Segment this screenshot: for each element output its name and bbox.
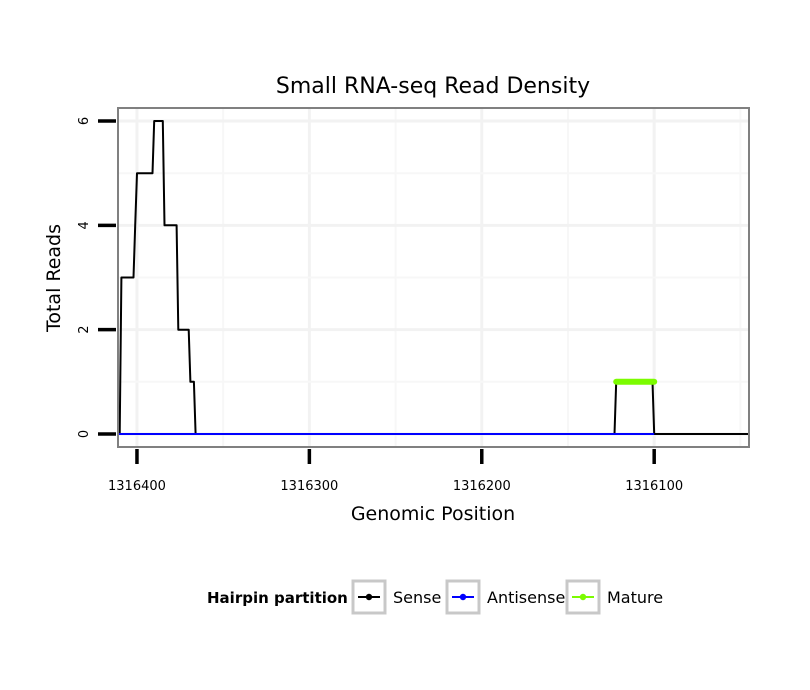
legend-item-mature: Mature bbox=[565, 579, 663, 615]
x-tick-label-1: 1316300 bbox=[280, 479, 338, 494]
x-axis: 1316400 1316300 1316200 1316100 bbox=[108, 449, 683, 494]
legend-label-antisense: Antisense bbox=[487, 588, 565, 607]
legend-item-antisense: Antisense bbox=[445, 579, 565, 615]
legend-label-mature: Mature bbox=[607, 588, 663, 607]
legend-dot-sense bbox=[365, 593, 373, 601]
y-axis-title: Total Reads bbox=[43, 224, 65, 333]
plot-panel-border bbox=[117, 107, 750, 448]
y-tick-label-2: 4 bbox=[77, 221, 92, 229]
y-tick-label-3: 6 bbox=[77, 117, 92, 125]
legend-title: Hairpin partition bbox=[207, 589, 348, 607]
legend: Hairpin partition Sense Antisense Mature bbox=[207, 579, 663, 615]
series-layer bbox=[118, 120, 749, 435]
x-axis-title: Genomic Position bbox=[351, 503, 515, 525]
x-tick-label-3: 1316100 bbox=[625, 479, 683, 494]
y-tick-label-0: 0 bbox=[77, 430, 92, 438]
y-axis: 0 2 4 6 bbox=[77, 117, 116, 438]
legend-label-sense: Sense bbox=[393, 588, 441, 607]
y-tick-label-1: 2 bbox=[77, 326, 92, 334]
x-tick-label-2: 1316200 bbox=[453, 479, 511, 494]
x-tick-label-0: 1316400 bbox=[108, 479, 166, 494]
grid bbox=[118, 108, 749, 447]
chart-title: Small RNA-seq Read Density bbox=[276, 74, 590, 99]
legend-item-sense: Sense bbox=[351, 579, 441, 615]
legend-dot-antisense bbox=[459, 593, 467, 601]
legend-dot-mature bbox=[579, 593, 587, 601]
series-line-sense bbox=[118, 120, 749, 435]
